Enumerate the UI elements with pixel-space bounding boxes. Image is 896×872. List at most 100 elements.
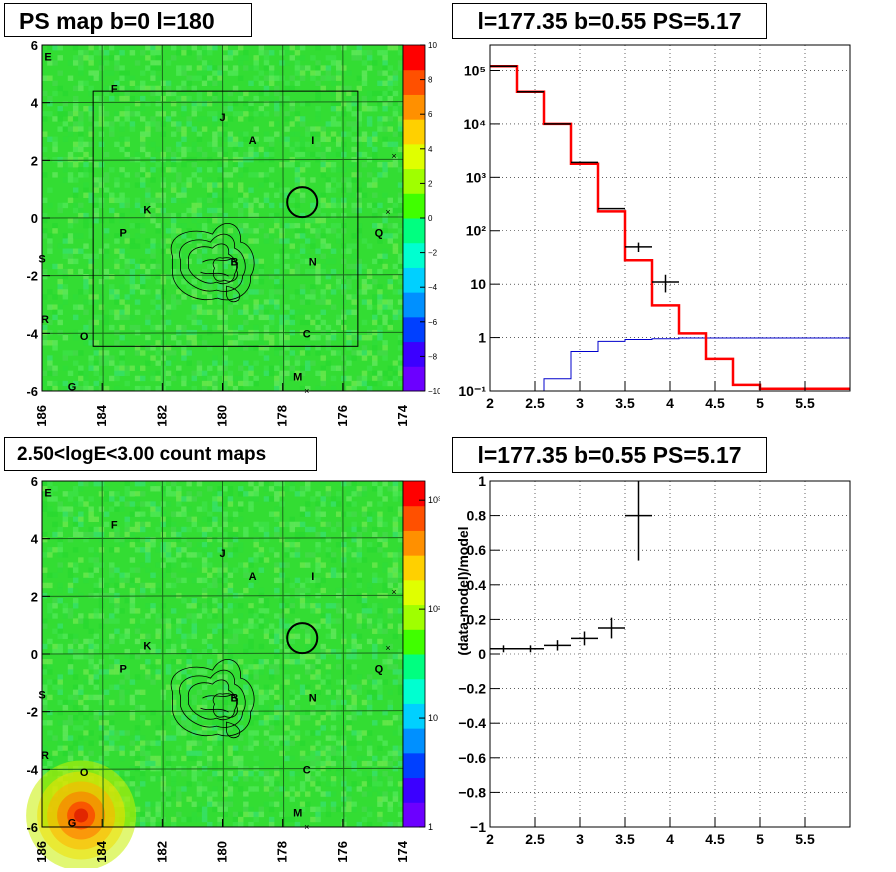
map-pixel (78, 689, 84, 696)
map-pixel (387, 801, 393, 807)
map-gridline-b (41, 767, 404, 770)
map-pixel (165, 228, 172, 234)
map-pixel (150, 258, 156, 265)
map-pixel (134, 85, 141, 92)
map-pixel (392, 567, 399, 573)
map-pixel (372, 771, 378, 777)
map-pixel (47, 679, 53, 685)
y-tick-label: -4 (26, 762, 38, 777)
map-pixel (139, 141, 146, 148)
map-pixel (134, 350, 141, 356)
map-pixel (57, 598, 63, 604)
map-pixel (274, 496, 280, 502)
source-label-C: C (303, 328, 311, 340)
map-pixel (263, 197, 270, 204)
map-pixel (274, 375, 280, 382)
map-pixel (279, 628, 285, 634)
map-pixel (346, 755, 352, 762)
map-pixel (72, 689, 79, 696)
map-pixel (248, 730, 254, 736)
map-pixel (124, 238, 130, 244)
map-pixel (284, 659, 290, 665)
map-pixel (212, 648, 218, 655)
map-pixel (346, 187, 352, 193)
map-pixel (294, 531, 301, 538)
map-pixel (330, 648, 337, 655)
map-pixel (382, 309, 388, 315)
map-pixel (155, 243, 161, 249)
map-pixel (217, 821, 223, 828)
map-pixel (397, 598, 404, 604)
map-pixel (160, 167, 167, 173)
map-pixel (67, 608, 74, 614)
map-pixel (170, 643, 177, 650)
map-pixel (186, 613, 192, 619)
map-pixel (42, 760, 48, 767)
map-pixel (232, 50, 239, 56)
map-pixel (124, 279, 130, 285)
map-pixel (170, 725, 177, 731)
map-pixels (26, 481, 404, 868)
x-tick-label: 182 (154, 841, 169, 863)
map-pixel (160, 511, 167, 517)
map-pixel (201, 562, 208, 568)
map-pixel (155, 289, 161, 295)
map-pixel (42, 273, 48, 280)
x-tick-label: 5.5 (795, 395, 815, 411)
map-pixel (294, 679, 301, 685)
map-pixel (217, 735, 223, 741)
map-pixel (335, 699, 342, 706)
map-pixel (134, 223, 141, 229)
map-pixel (145, 521, 151, 528)
map-pixel (124, 577, 130, 584)
map-pixel (181, 263, 187, 270)
map-pixel (299, 212, 306, 219)
map-pixel (330, 248, 337, 254)
map-pixel (237, 207, 244, 214)
map-pixel (57, 243, 63, 249)
map-pixel (155, 511, 161, 517)
map-pixel (170, 781, 177, 787)
map-pixel (366, 350, 373, 356)
map-pixel (397, 100, 404, 107)
map-pixel (207, 801, 213, 807)
map-pixel (372, 689, 378, 696)
map-pixel (186, 65, 192, 71)
colorbar-band (403, 193, 425, 219)
map-pixel (186, 709, 192, 716)
map-pixel (67, 511, 74, 517)
map-pixel (57, 106, 63, 112)
map-pixel (72, 55, 79, 61)
map-pixel (320, 750, 326, 757)
map-pixel (201, 577, 208, 584)
map-pixel (387, 324, 393, 331)
map-pixel (103, 592, 110, 599)
map-pixel (325, 709, 332, 716)
map-pixel (320, 725, 326, 731)
map-pixel (377, 50, 383, 56)
map-pixel (191, 126, 198, 132)
map-pixel (222, 684, 228, 690)
map-pixel (57, 207, 63, 214)
map-pixel (294, 735, 301, 741)
map-pixel (119, 167, 125, 173)
map-pixel (227, 608, 234, 614)
map-pixel (114, 664, 120, 670)
map-pixel (160, 111, 167, 117)
map-pixel (377, 536, 383, 543)
map-pixel (196, 709, 203, 716)
map-pixel (78, 233, 84, 239)
map-pixel (191, 811, 198, 818)
map-pixel (176, 577, 182, 584)
map-pixel (109, 207, 115, 214)
map-pixel (103, 385, 110, 392)
map-pixel (78, 486, 84, 492)
map-pixel (227, 496, 234, 502)
map-pixel (356, 228, 363, 234)
map-pixel (103, 760, 110, 767)
map-pixel (377, 335, 383, 341)
map-pixel (243, 491, 249, 497)
map-pixel (382, 136, 388, 142)
map-pixel (310, 552, 316, 558)
map-pixel (217, 284, 223, 290)
